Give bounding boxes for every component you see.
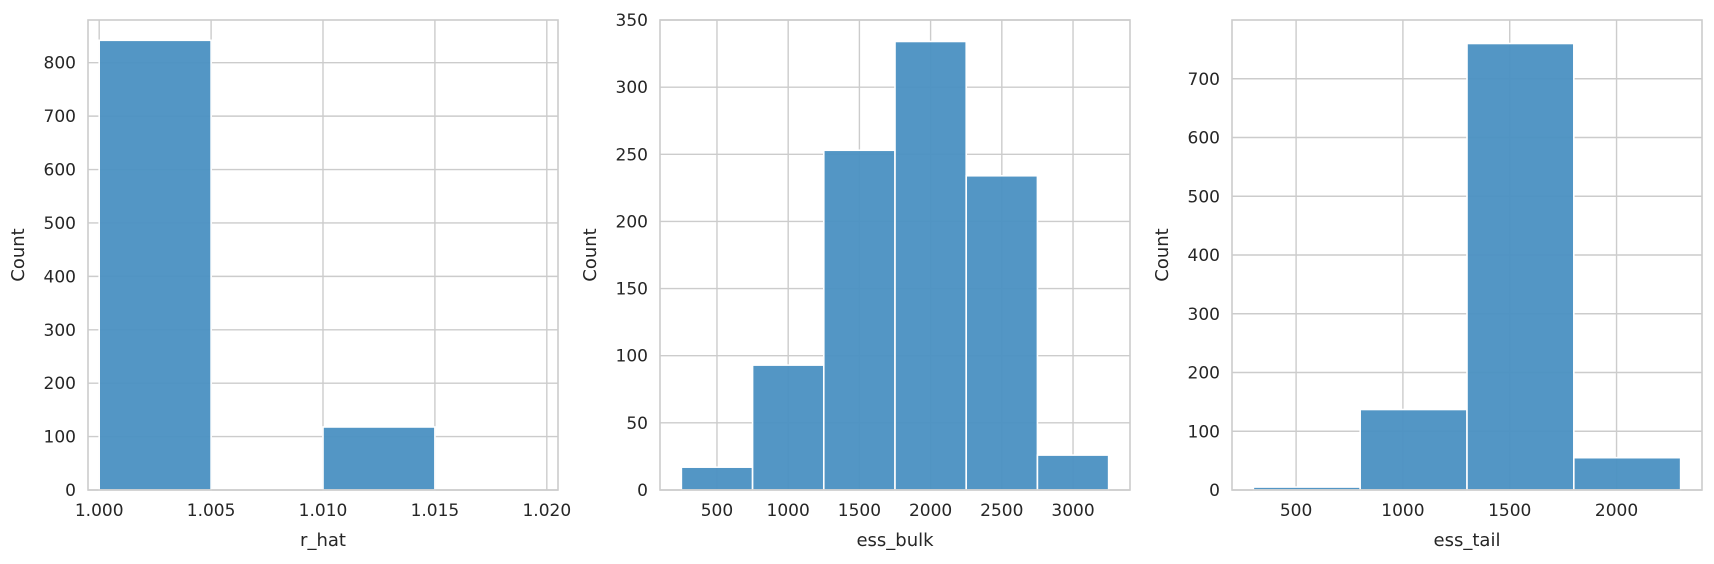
x-tick-label: 1.000 bbox=[75, 501, 124, 521]
x-tick-label: 500 bbox=[701, 501, 733, 521]
y-tick-label: 0 bbox=[637, 481, 648, 501]
y-tick-label: 600 bbox=[1188, 129, 1220, 149]
histogram-bar bbox=[1036, 454, 1110, 491]
y-tick-label: 300 bbox=[616, 78, 648, 98]
histogram-bar bbox=[751, 364, 825, 491]
y-tick-label: 300 bbox=[1188, 305, 1220, 325]
y-tick-label: 100 bbox=[1188, 422, 1220, 442]
x-tick-label: 1500 bbox=[838, 501, 881, 521]
x-tick-label: 500 bbox=[1280, 501, 1312, 521]
chart-panel-ess-tail: 500 1000 1500 2000 0 100 200 300 400 500 600 700 ess… bbox=[1152, 19, 1703, 551]
x-tick-label: 1000 bbox=[767, 501, 810, 521]
histogram-bar bbox=[98, 39, 212, 491]
y-tick-label: 200 bbox=[44, 374, 76, 394]
x-axis-label: r_hat bbox=[300, 530, 346, 551]
y-tick-label: 100 bbox=[44, 428, 76, 448]
y-tick-label: 400 bbox=[44, 267, 76, 287]
y-tick-label: 50 bbox=[626, 414, 648, 434]
y-tick-label: 200 bbox=[616, 212, 648, 232]
histogram-bar bbox=[322, 426, 436, 491]
y-tick-label: 500 bbox=[1188, 187, 1220, 207]
y-tick-label: 600 bbox=[44, 161, 76, 181]
x-axis-label: ess_bulk bbox=[856, 530, 934, 551]
y-tick-label: 700 bbox=[44, 107, 76, 127]
x-tick-label: 3000 bbox=[1051, 501, 1094, 521]
histogram-bar bbox=[680, 466, 754, 491]
plot-frame bbox=[87, 19, 559, 491]
x-tick-label: 2500 bbox=[980, 501, 1023, 521]
plot-frame bbox=[1231, 19, 1703, 491]
histogram-bar bbox=[965, 174, 1039, 491]
y-axis-label: Count bbox=[580, 228, 601, 281]
histogram-bar bbox=[894, 40, 968, 491]
y-tick-label: 500 bbox=[44, 214, 76, 234]
x-tick-label: 1500 bbox=[1488, 501, 1531, 521]
y-tick-label: 0 bbox=[65, 481, 76, 501]
y-tick-label: 300 bbox=[44, 321, 76, 341]
histogram-bar bbox=[1359, 408, 1468, 491]
y-tick-label: 250 bbox=[616, 145, 648, 165]
y-tick-label: 700 bbox=[1188, 70, 1220, 90]
histogram-bar bbox=[1573, 456, 1682, 491]
x-tick-label: 2000 bbox=[1595, 501, 1638, 521]
x-tick-label: 1.020 bbox=[522, 501, 571, 521]
x-tick-label: 1.005 bbox=[187, 501, 236, 521]
x-tick-label: 1.010 bbox=[299, 501, 348, 521]
y-tick-label: 400 bbox=[1188, 246, 1220, 266]
plot-frame bbox=[659, 19, 1131, 491]
y-axis-label: Count bbox=[1152, 228, 1173, 281]
x-axis-label: ess_tail bbox=[1434, 530, 1501, 551]
y-axis-label: Count bbox=[8, 228, 29, 281]
x-tick-label: 2000 bbox=[909, 501, 952, 521]
x-tick-label: 1.015 bbox=[411, 501, 460, 521]
chart-panel-ess-bulk: 500 1000 1500 2000 2500 3000 0 50 100 150 200 250 30… bbox=[580, 11, 1131, 551]
y-tick-label: 350 bbox=[616, 11, 648, 31]
y-tick-label: 800 bbox=[44, 54, 76, 74]
x-tick-label: 1000 bbox=[1381, 501, 1424, 521]
y-tick-label: 0 bbox=[1209, 481, 1220, 501]
histogram-bar bbox=[1466, 42, 1575, 491]
y-tick-label: 150 bbox=[616, 280, 648, 300]
histogram-bar bbox=[822, 149, 896, 491]
y-tick-label: 100 bbox=[616, 347, 648, 367]
y-tick-label: 200 bbox=[1188, 364, 1220, 384]
chart-panel-r-hat: 1.000 1.005 1.010 1.015 1.020 0 100 200 300 400 50… bbox=[8, 19, 571, 551]
